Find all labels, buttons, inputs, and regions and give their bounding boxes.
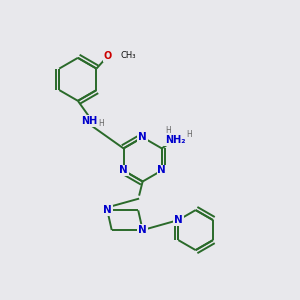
- Text: N: N: [138, 132, 147, 142]
- Text: H: H: [98, 119, 104, 128]
- Text: N: N: [119, 166, 128, 176]
- Text: N: N: [103, 206, 112, 215]
- Text: NH₂: NH₂: [165, 135, 185, 145]
- Text: N: N: [138, 225, 147, 235]
- Text: N: N: [158, 166, 166, 176]
- Text: H: H: [166, 126, 171, 135]
- Text: N: N: [174, 215, 183, 225]
- Text: NH: NH: [82, 116, 98, 126]
- Text: H: H: [186, 130, 192, 139]
- Text: CH₃: CH₃: [121, 51, 136, 60]
- Text: O: O: [103, 51, 112, 61]
